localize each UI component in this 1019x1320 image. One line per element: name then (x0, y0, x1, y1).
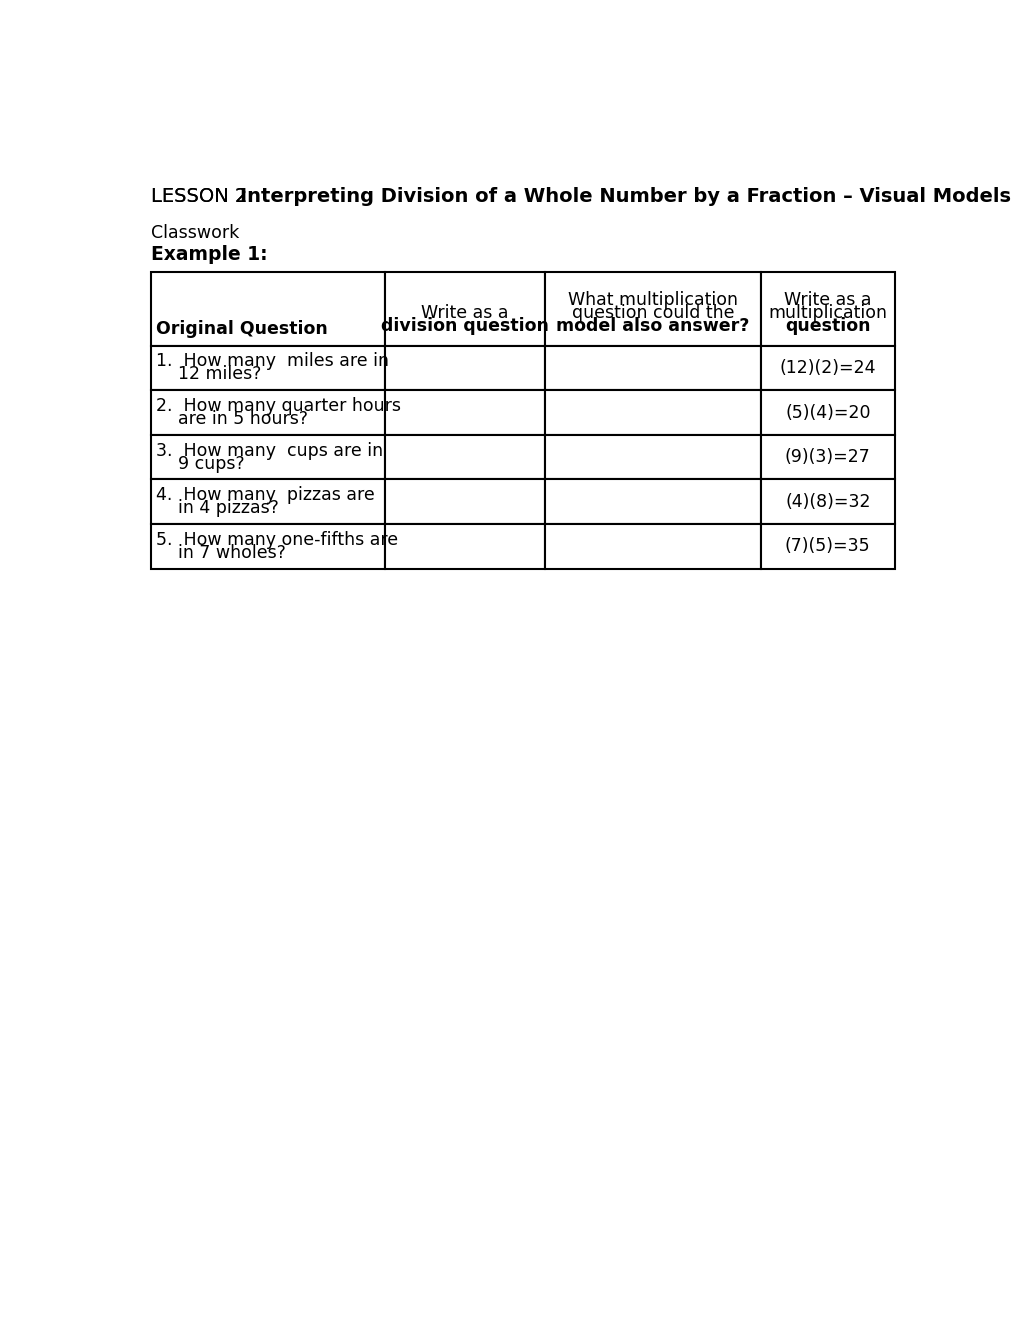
Text: Write as a: Write as a (421, 304, 508, 322)
Bar (385, 346, 544, 391)
Text: 2.  How many quarter hours: 2. How many quarter hours (156, 397, 400, 414)
Text: Write as a: Write as a (784, 290, 870, 309)
Bar (760, 272, 894, 346)
Bar (151, 434, 385, 479)
Bar (385, 479, 544, 524)
Text: (12)(2)=24: (12)(2)=24 (779, 359, 875, 376)
Text: (5)(4)=20: (5)(4)=20 (785, 404, 869, 421)
Text: in 4 pizzas?: in 4 pizzas? (156, 499, 279, 517)
Text: division question: division question (381, 317, 548, 335)
Text: 1.  How many  miles are in: 1. How many miles are in (156, 352, 389, 371)
Bar (544, 346, 760, 391)
Bar (385, 434, 544, 479)
Text: Original Question: Original Question (156, 319, 327, 338)
Bar (544, 434, 760, 479)
Text: LESSON 2:: LESSON 2: (151, 187, 266, 206)
Text: (4)(8)=32: (4)(8)=32 (785, 492, 869, 511)
Text: What multiplication: What multiplication (568, 290, 737, 309)
Bar (385, 272, 544, 346)
Bar (151, 524, 385, 569)
Text: Classwork: Classwork (151, 224, 238, 242)
Text: (9)(3)=27: (9)(3)=27 (785, 449, 870, 466)
Text: multiplication: multiplication (767, 304, 887, 322)
Text: model also answer?: model also answer? (555, 317, 749, 335)
Bar (760, 391, 894, 434)
Text: 4.  How many  pizzas are: 4. How many pizzas are (156, 486, 375, 504)
Bar (760, 479, 894, 524)
Text: Example 1:: Example 1: (151, 246, 267, 264)
Bar (151, 479, 385, 524)
Bar (385, 524, 544, 569)
Bar (760, 434, 894, 479)
Text: LESSON 2:: LESSON 2: (151, 187, 266, 206)
Text: 3.  How many  cups are in: 3. How many cups are in (156, 442, 383, 459)
Bar (151, 272, 385, 346)
Text: question could the: question could the (571, 304, 734, 322)
Bar (544, 524, 760, 569)
Text: in 7 wholes?: in 7 wholes? (156, 544, 285, 562)
Text: question: question (785, 317, 869, 335)
Bar (544, 272, 760, 346)
Bar (760, 346, 894, 391)
Bar (385, 391, 544, 434)
Bar (544, 391, 760, 434)
Bar (544, 479, 760, 524)
Bar (151, 391, 385, 434)
Bar (760, 524, 894, 569)
Text: 9 cups?: 9 cups? (156, 454, 245, 473)
Text: (7)(5)=35: (7)(5)=35 (785, 537, 870, 556)
Text: Interpreting Division of a Whole Number by a Fraction – Visual Models: Interpreting Division of a Whole Number … (239, 187, 1010, 206)
Text: 12 miles?: 12 miles? (156, 366, 261, 383)
Bar (151, 346, 385, 391)
Text: 5.  How many one-fifths are: 5. How many one-fifths are (156, 531, 397, 549)
Text: are in 5 hours?: are in 5 hours? (156, 411, 308, 428)
